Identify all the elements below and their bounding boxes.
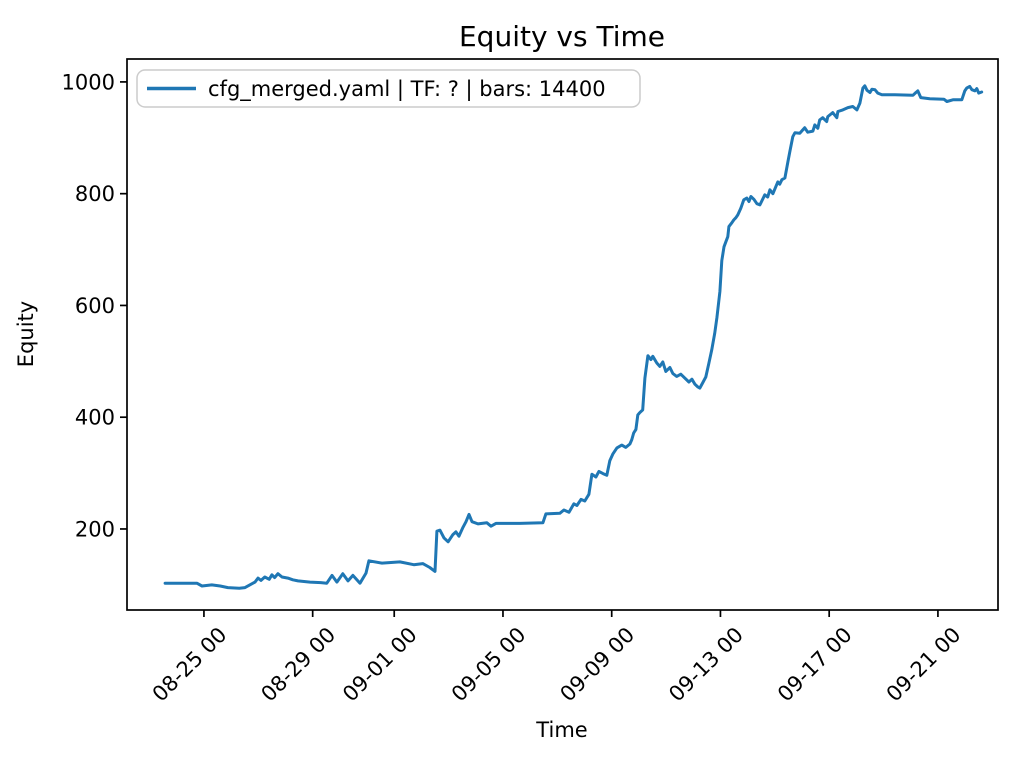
x-tick-label: 09-09 00 xyxy=(556,623,640,707)
legend: cfg_merged.yaml | TF: ? | bars: 14400 xyxy=(136,69,641,108)
x-tick-label: 09-21 00 xyxy=(882,623,966,707)
x-tick-label: 09-05 00 xyxy=(447,623,531,707)
plot-border xyxy=(126,58,999,611)
y-tick-label: 200 xyxy=(75,517,115,541)
x-axis-label: Time xyxy=(535,718,587,742)
chart-title: Equity vs Time xyxy=(459,20,665,53)
series-group xyxy=(163,84,984,590)
y-tick-label: 600 xyxy=(75,294,115,318)
x-tick-label: 09-17 00 xyxy=(773,623,857,707)
x-tick-label: 08-29 00 xyxy=(256,623,340,707)
x-tick-label: 09-13 00 xyxy=(664,623,748,707)
y-tick-label: 1000 xyxy=(62,70,115,94)
legend-box xyxy=(136,69,641,108)
y-tick-label: 400 xyxy=(75,406,115,430)
y-tick-label: 800 xyxy=(75,182,115,206)
x-tick-label: 09-01 00 xyxy=(338,623,422,707)
x-tick-label: 08-25 00 xyxy=(148,623,232,707)
equity-series-line xyxy=(163,84,984,590)
y-axis-ticks: 200 400 600 800 1000 xyxy=(62,70,127,541)
legend-label: cfg_merged.yaml | TF: ? | bars: 14400 xyxy=(208,77,606,102)
y-axis-label: Equity xyxy=(14,301,38,367)
